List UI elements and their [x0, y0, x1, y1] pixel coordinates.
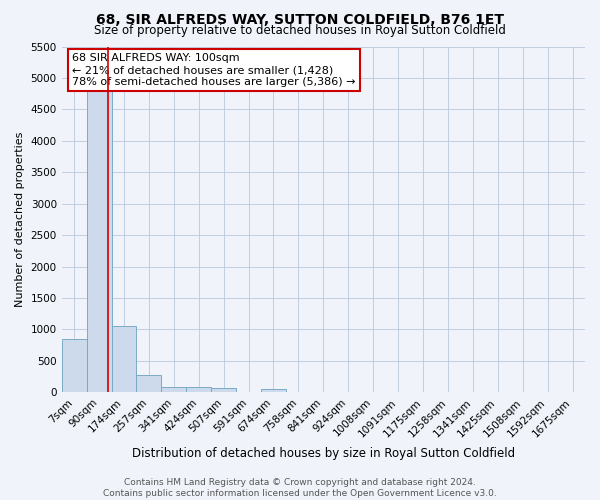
- Text: Size of property relative to detached houses in Royal Sutton Coldfield: Size of property relative to detached ho…: [94, 24, 506, 37]
- Bar: [112, 326, 136, 392]
- Bar: [161, 386, 186, 392]
- Y-axis label: Number of detached properties: Number of detached properties: [15, 132, 25, 307]
- Bar: [211, 388, 236, 392]
- Text: 68 SIR ALFREDS WAY: 100sqm
← 21% of detached houses are smaller (1,428)
78% of s: 68 SIR ALFREDS WAY: 100sqm ← 21% of deta…: [72, 54, 356, 86]
- Bar: [62, 339, 86, 392]
- Bar: [261, 389, 286, 392]
- Bar: [186, 387, 211, 392]
- Bar: [136, 375, 161, 392]
- Text: 68, SIR ALFREDS WAY, SUTTON COLDFIELD, B76 1ET: 68, SIR ALFREDS WAY, SUTTON COLDFIELD, B…: [96, 12, 504, 26]
- Bar: [86, 50, 112, 392]
- Text: Contains HM Land Registry data © Crown copyright and database right 2024.
Contai: Contains HM Land Registry data © Crown c…: [103, 478, 497, 498]
- X-axis label: Distribution of detached houses by size in Royal Sutton Coldfield: Distribution of detached houses by size …: [132, 447, 515, 460]
